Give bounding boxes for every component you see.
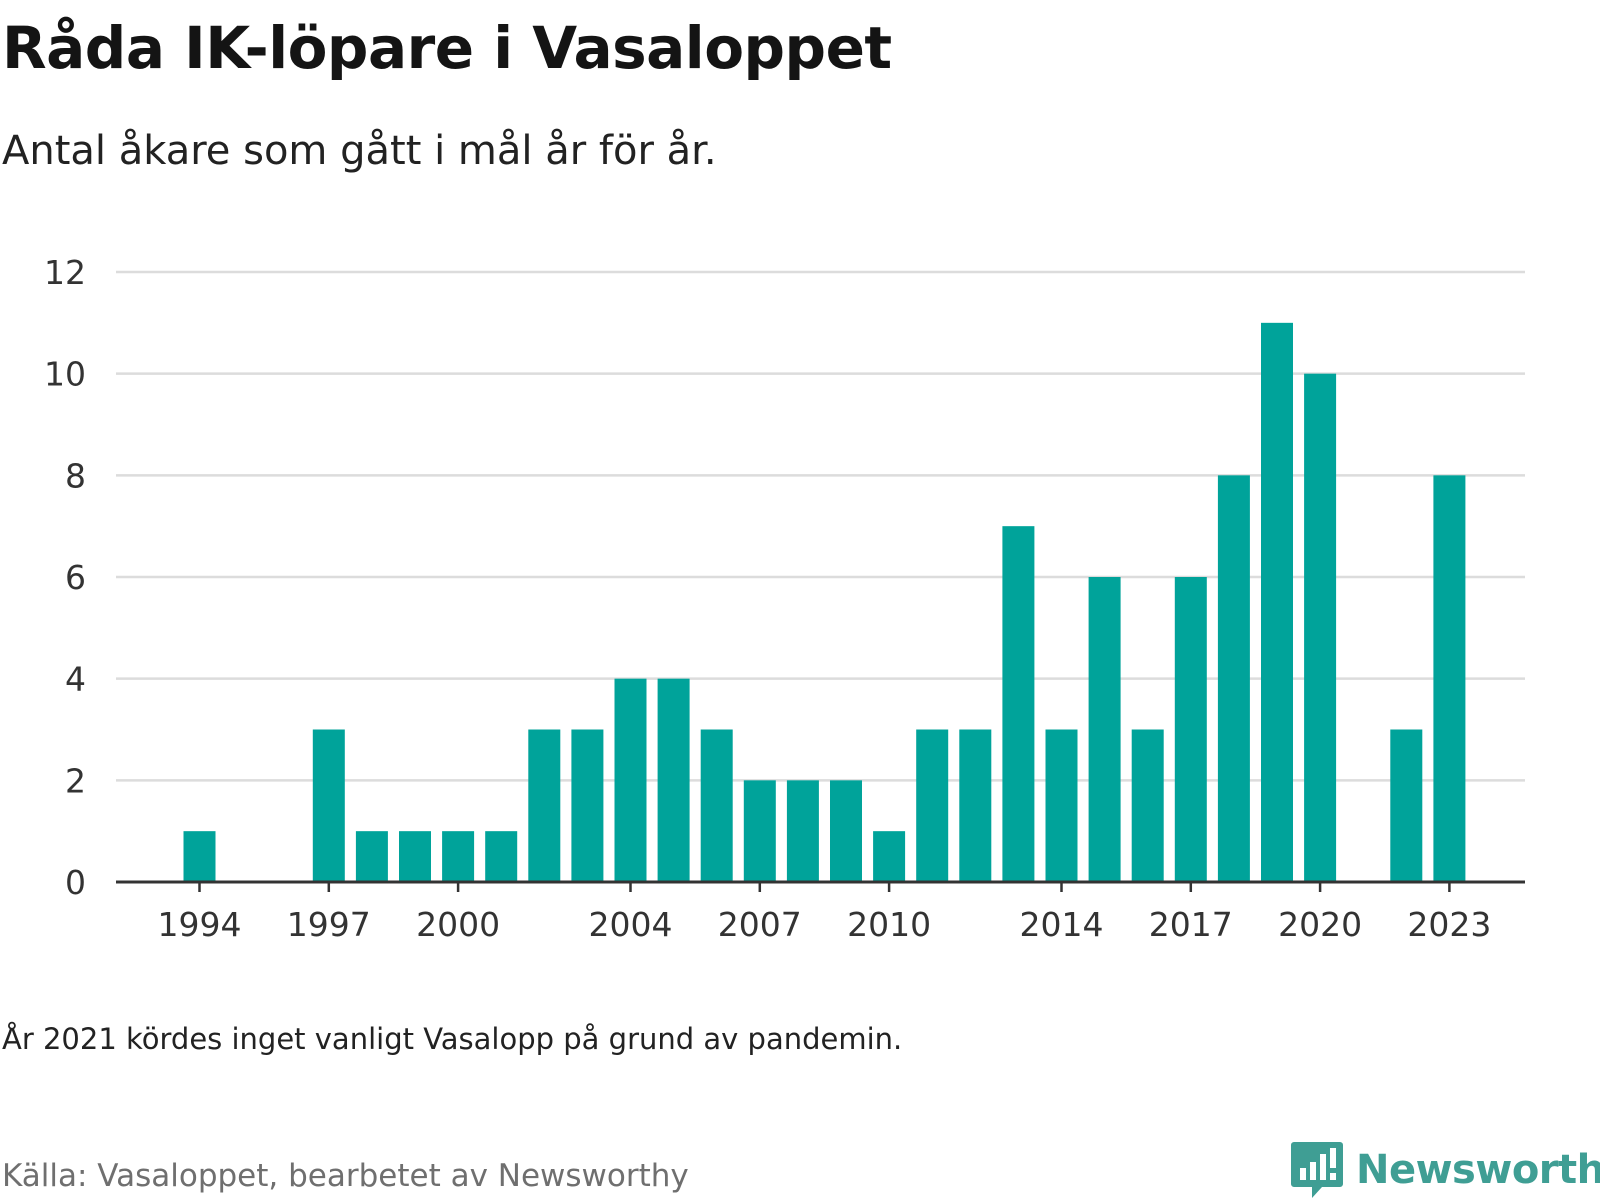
x-tick-label: 2023 bbox=[1407, 905, 1491, 944]
y-tick-label: 2 bbox=[65, 761, 86, 800]
bar bbox=[1390, 729, 1423, 882]
axes: 0 2 4 6 8 10 12 1994 1997 2000 2004 2007 2010 2014 201… bbox=[44, 253, 1525, 944]
bar bbox=[528, 729, 561, 882]
bar bbox=[1002, 526, 1035, 882]
x-tick-label: 1997 bbox=[287, 905, 371, 944]
source-credit: Källa: Vasaloppet, bearbetet av Newswort… bbox=[2, 1158, 689, 1194]
bar bbox=[571, 729, 604, 882]
x-tick-label: 2004 bbox=[589, 905, 673, 944]
bar bbox=[959, 729, 992, 882]
x-tick-label: 2000 bbox=[416, 905, 500, 944]
x-tick-label: 2020 bbox=[1278, 905, 1362, 944]
chart-title: Råda IK-löpare i Vasaloppet bbox=[2, 14, 892, 82]
bar-chart-speech-bubble-icon bbox=[1291, 1142, 1343, 1198]
bar bbox=[700, 729, 733, 882]
bar bbox=[1131, 729, 1164, 882]
bar bbox=[355, 831, 388, 882]
bar bbox=[442, 831, 475, 882]
x-tick-label: 2010 bbox=[847, 905, 931, 944]
bar bbox=[312, 729, 345, 882]
bar bbox=[614, 678, 647, 882]
bars bbox=[183, 322, 1466, 882]
bar bbox=[1304, 373, 1337, 882]
y-tick-label: 8 bbox=[65, 456, 86, 495]
x-tick-label: 2017 bbox=[1149, 905, 1233, 944]
bar bbox=[1174, 577, 1207, 882]
bar bbox=[830, 780, 862, 882]
x-tick-label: 2014 bbox=[1020, 905, 1104, 944]
bar bbox=[657, 678, 690, 882]
bar bbox=[916, 729, 949, 882]
bar bbox=[485, 831, 518, 882]
y-tick-label: 12 bbox=[44, 253, 86, 292]
bar bbox=[1433, 475, 1466, 882]
bar bbox=[1217, 475, 1250, 882]
newsworthy-logo: Newsworthy bbox=[1290, 1140, 1600, 1200]
brand-name: Newsworthy bbox=[1356, 1147, 1600, 1193]
bar bbox=[183, 831, 216, 882]
bar bbox=[743, 780, 776, 882]
bar-chart: 0 2 4 6 8 10 12 1994 1997 2000 2004 2007 2010 2014 201… bbox=[44, 253, 1525, 944]
bar bbox=[786, 780, 819, 882]
y-tick-label: 0 bbox=[65, 863, 86, 902]
x-tick-label: 1994 bbox=[158, 905, 242, 944]
bar bbox=[873, 831, 906, 882]
y-tick-label: 10 bbox=[44, 355, 86, 394]
chart-subtitle: Antal åkare som gått i mål år för år. bbox=[2, 128, 717, 174]
y-tick-label: 6 bbox=[65, 558, 86, 597]
bar bbox=[1045, 729, 1078, 882]
x-tick-label: 2007 bbox=[718, 905, 802, 944]
chart-footnote: År 2021 kördes inget vanligt Vasalopp på… bbox=[2, 1022, 903, 1056]
bar bbox=[1088, 577, 1121, 882]
y-tick-label: 4 bbox=[65, 660, 86, 699]
bar bbox=[1261, 322, 1293, 882]
bar bbox=[399, 831, 431, 882]
